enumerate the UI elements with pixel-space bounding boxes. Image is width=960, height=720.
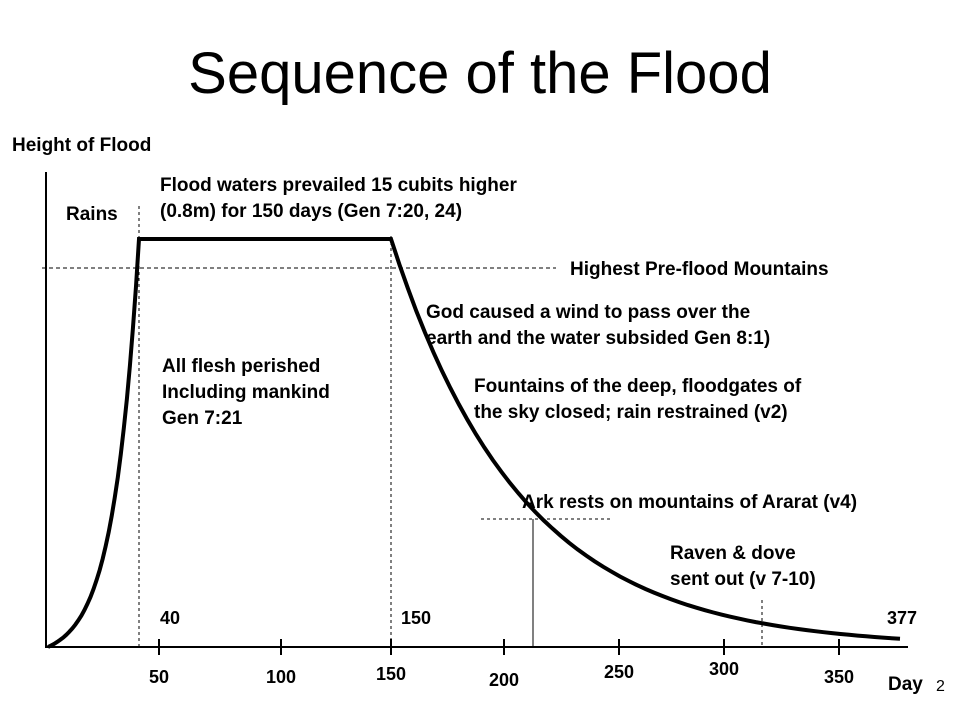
x-tick-label-250: 250 bbox=[604, 662, 634, 682]
key-day-label-377: 377 bbox=[887, 608, 917, 628]
x-tick-label-350: 350 bbox=[824, 667, 854, 687]
x-tick-label-150: 150 bbox=[376, 664, 406, 684]
annotation-prevailed-line-2: (0.8m) for 150 days (Gen 7:20, 24) bbox=[160, 201, 463, 222]
flood-height-curve bbox=[47, 237, 901, 649]
x-axis-ticks: 50 100 150 200 250 300 350 bbox=[149, 639, 854, 690]
annotation-prevailed-line-1: Flood waters prevailed 15 cubits higher bbox=[160, 175, 517, 196]
annotation-fountains-line-2: the sky closed; rain restrained (v2) bbox=[474, 402, 788, 423]
annotation-raven-line-1: Raven & dove bbox=[670, 543, 796, 564]
annotation-perished-line-2: Including mankind bbox=[162, 382, 330, 403]
annotation-wind-line-1: God caused a wind to pass over the bbox=[426, 302, 751, 323]
chart-title: Sequence of the Flood bbox=[188, 41, 772, 106]
annotation-perished: All flesh perished Including mankind Gen… bbox=[162, 354, 330, 432]
key-day-label-150: 150 bbox=[401, 608, 431, 628]
annotation-perished-line-1: All flesh perished bbox=[162, 356, 321, 377]
annotation-wind-line-2: earth and the water subsided Gen 8:1) bbox=[426, 328, 771, 349]
annotation-fountains: Fountains of the deep, floodgates of the… bbox=[474, 374, 801, 426]
x-tick-label-200: 200 bbox=[489, 670, 519, 690]
x-tick-label-300: 300 bbox=[709, 659, 739, 679]
annotation-wind: God caused a wind to pass over the earth… bbox=[426, 300, 770, 352]
y-axis-label: Height of Flood bbox=[12, 135, 152, 156]
annotation-perished-line-3: Gen 7:21 bbox=[162, 408, 243, 429]
annotation-raven: Raven & dove sent out (v 7-10) bbox=[670, 541, 816, 593]
x-axis-label: Day bbox=[888, 674, 923, 695]
reference-line-label: Highest Pre-flood Mountains bbox=[570, 259, 829, 280]
annotation-prevailed: Flood waters prevailed 15 cubits higher … bbox=[160, 173, 517, 225]
x-tick-label-100: 100 bbox=[266, 667, 296, 687]
annotation-ark: Ark rests on mountains of Ararat (v4) bbox=[522, 492, 858, 513]
key-day-label-40: 40 bbox=[160, 608, 180, 628]
key-day-labels: 40 150 377 bbox=[160, 608, 917, 628]
annotation-raven-line-2: sent out (v 7-10) bbox=[670, 569, 816, 590]
slide-number: 2 bbox=[936, 678, 945, 695]
x-tick-label-50: 50 bbox=[149, 667, 169, 687]
annotation-fountains-line-1: Fountains of the deep, floodgates of bbox=[474, 376, 802, 397]
annotation-rains: Rains bbox=[66, 204, 118, 225]
